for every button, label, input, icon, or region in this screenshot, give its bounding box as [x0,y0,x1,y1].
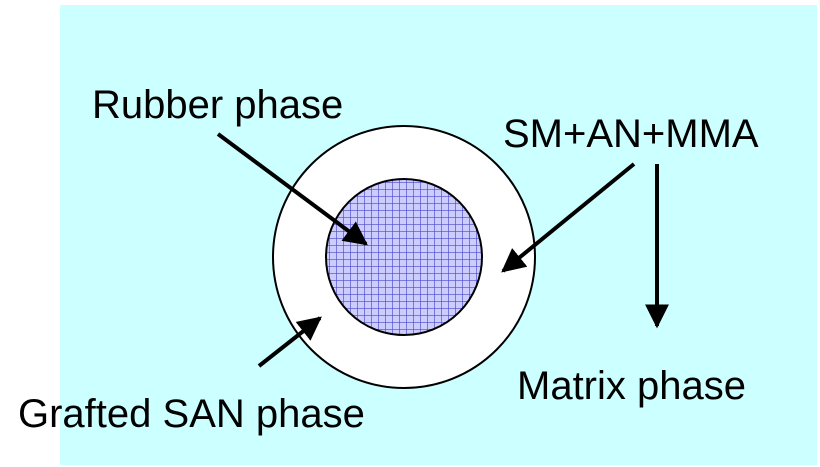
rubber-phase-label: Rubber phase [92,83,344,127]
monomers-label: SM+AN+MMA [503,112,759,156]
rubber-core [325,178,483,336]
arrow-rubber-phase [216,132,368,246]
matrix-phase-label: Matrix phase [517,364,746,408]
arrow-grafted-san [257,316,322,368]
grafted-san-phase-label: Grafted SAN phase [18,392,365,436]
arrow-monomers-to-shell [501,162,636,273]
